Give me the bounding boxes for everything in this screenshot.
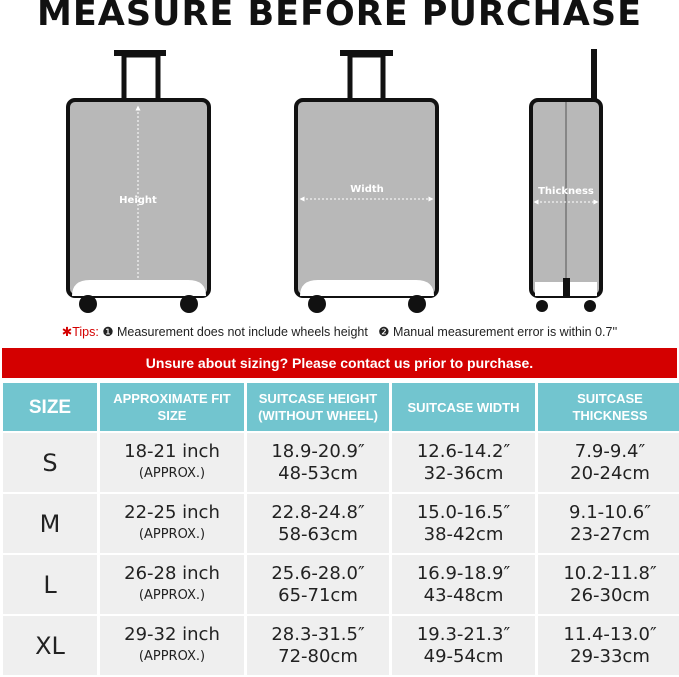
size-table: SIZE APPROXIMATE FIT SIZE SUITCASE HEIGH…: [0, 381, 679, 677]
table-row: L 26-28 inch (APPROX.) 25.6-28.0″ 65-71cm 16.…: [3, 555, 679, 614]
suitcase-side-thickness: Thickness: [529, 49, 603, 312]
suitcase-front-width: Width: [294, 50, 439, 313]
thickness-cell-primary: 7.9-9.4″: [574, 440, 646, 462]
table-row: S 18-21 inch (APPROX.) 18.9-20.9″ 48-53cm 12.…: [3, 433, 679, 492]
size-cell: XL: [3, 616, 97, 675]
width-cell-secondary: 49-54cm: [423, 645, 504, 667]
height-cell-secondary: 65-71cm: [278, 584, 358, 606]
thickness-cell-primary: 11.4-13.0″: [563, 623, 657, 645]
thickness-cell-primary: 10.2-11.8″: [563, 562, 657, 584]
fit-cell-primary: 18-21 inch: [124, 440, 220, 462]
thickness-cell: 9.1-10.6″ 23-27cm: [538, 494, 679, 553]
header-thickness: SUITCASE THICKNESS: [538, 383, 679, 431]
width-cell-primary: 15.0-16.5″: [416, 501, 511, 523]
header-size: SIZE: [3, 383, 97, 431]
width-cell: 19.3-21.3″ 49-54cm: [392, 616, 535, 675]
height-cell-primary: 25.6-28.0″: [271, 562, 365, 584]
height-cell: 25.6-28.0″ 65-71cm: [247, 555, 389, 614]
fit-cell: 29-32 inch (APPROX.): [100, 616, 244, 675]
fit-cell-secondary: (APPROX.): [138, 526, 206, 542]
tip-2: ❷ Manual measurement error is within 0.7…: [378, 325, 618, 339]
thickness-cell: 10.2-11.8″ 26-30cm: [538, 555, 679, 614]
table-row: M 22-25 inch (APPROX.) 22.8-24.8″ 58-63cm 15.…: [3, 494, 679, 553]
tips-prefix: ✱Tips:: [61, 325, 99, 339]
suitcase-front-height: Height: [66, 50, 211, 313]
width-cell-primary: 12.6-14.2″: [416, 440, 511, 462]
width-label: Width: [350, 184, 384, 195]
height-cell: 22.8-24.8″ 58-63cm: [247, 494, 389, 553]
width-cell: 16.9-18.9″ 43-48cm: [392, 555, 535, 614]
thickness-cell-secondary: 26-30cm: [570, 584, 650, 606]
width-cell-secondary: 43-48cm: [423, 584, 504, 606]
height-cell-secondary: 72-80cm: [278, 645, 358, 667]
thickness-cell: 11.4-13.0″ 29-33cm: [538, 616, 679, 675]
fit-cell-secondary: (APPROX.): [138, 648, 206, 664]
tips-line: ✱Tips: ❶ Measurement does not include wh…: [0, 324, 679, 339]
table-header: SIZE APPROXIMATE FIT SIZE SUITCASE HEIGH…: [3, 383, 679, 431]
height-cell: 28.3-31.5″ 72-80cm: [247, 616, 389, 675]
size-cell: S: [3, 433, 97, 492]
height-cell-primary: 18.9-20.9″: [271, 440, 365, 462]
tip-1: ❶ Measurement does not include wheels he…: [102, 325, 368, 339]
fit-cell: 26-28 inch (APPROX.): [100, 555, 244, 614]
height-cell: 18.9-20.9″ 48-53cm: [247, 433, 389, 492]
fit-cell-primary: 26-28 inch: [124, 562, 220, 584]
header-height: SUITCASE HEIGHT (WITHOUT WHEEL): [247, 383, 389, 431]
width-cell-secondary: 38-42cm: [423, 523, 504, 545]
width-cell-primary: 19.3-21.3″: [416, 623, 511, 645]
thickness-cell-primary: 9.1-10.6″: [569, 501, 651, 523]
table-row: XL 29-32 inch (APPROX.) 28.3-31.5″ 72-80cm 19…: [3, 616, 679, 675]
size-cell: L: [3, 555, 97, 614]
page-title: MEASURE BEFORE PURCHASE: [37, 0, 642, 34]
thickness-label: Thickness: [538, 186, 594, 197]
suitcase-diagrams: Height Width Thickness: [66, 49, 603, 313]
height-cell-secondary: 48-53cm: [278, 462, 358, 484]
fit-cell-primary: 29-32 inch: [124, 623, 220, 645]
contact-banner: Unsure about sizing? Please contact us p…: [2, 348, 677, 378]
height-cell-secondary: 58-63cm: [278, 523, 358, 545]
thickness-cell-secondary: 29-33cm: [570, 645, 650, 667]
fit-cell: 18-21 inch (APPROX.): [100, 433, 244, 492]
fit-cell: 22-25 inch (APPROX.): [100, 494, 244, 553]
thickness-cell: 7.9-9.4″ 20-24cm: [538, 433, 679, 492]
fit-cell-secondary: (APPROX.): [138, 465, 206, 481]
thickness-cell-secondary: 23-27cm: [570, 523, 650, 545]
height-cell-primary: 28.3-31.5″: [271, 623, 365, 645]
fit-cell-secondary: (APPROX.): [138, 587, 206, 603]
width-cell-secondary: 32-36cm: [423, 462, 504, 484]
width-cell: 12.6-14.2″ 32-36cm: [392, 433, 535, 492]
height-label: Height: [119, 195, 157, 206]
size-cell: M: [3, 494, 97, 553]
height-cell-primary: 22.8-24.8″: [271, 501, 365, 523]
thickness-cell-secondary: 20-24cm: [570, 462, 650, 484]
width-cell: 15.0-16.5″ 38-42cm: [392, 494, 535, 553]
header-width: SUITCASE WIDTH: [392, 383, 535, 431]
header-fit: APPROXIMATE FIT SIZE: [100, 383, 244, 431]
fit-cell-primary: 22-25 inch: [124, 501, 220, 523]
width-cell-primary: 16.9-18.9″: [416, 562, 511, 584]
